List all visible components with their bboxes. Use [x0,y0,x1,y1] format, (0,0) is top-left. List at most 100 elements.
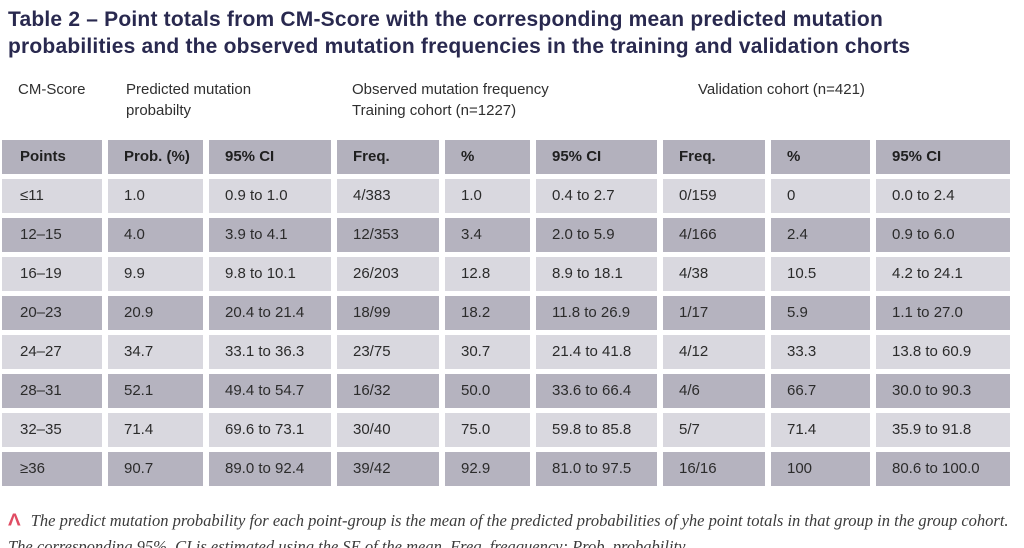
table-cell: 9.8 to 10.1 [209,256,331,291]
table-cell: 71.4 [108,412,203,447]
table-cell: 49.4 to 54.7 [209,373,331,408]
column-header-5: 95% CI [536,139,657,174]
column-header-4: % [445,139,530,174]
column-header-8: 95% CI [876,139,1010,174]
table-cell: 23/75 [337,334,439,369]
table-cell: 20.9 [108,295,203,330]
table-cell: 3.9 to 4.1 [209,217,331,252]
table-title: Table 2 – Point totals from CM-Score wit… [8,8,911,59]
column-header-2: 95% CI [209,139,331,174]
table-cell: 59.8 to 85.8 [536,412,657,447]
table-cell: 18/99 [337,295,439,330]
table-cell: 1/17 [663,295,765,330]
table-cell: 4.2 to 24.1 [876,256,1010,291]
table-row: ≥36 90.7 89.0 to 92.4 39/42 92.9 81.0 to 97.5… [2,451,1010,486]
table-cell: 1.1 to 27.0 [876,295,1010,330]
table-footnote: Λ The predict mutation probability for ea… [8,507,1016,548]
table-row: 24–27 34.7 33.1 to 36.3 23/75 30.7 21.4 to 41… [2,334,1010,369]
table-cell: 0 [771,178,870,213]
table-row: 20–23 20.9 20.4 to 21.4 18/99 18.2 11.8 to 26… [2,295,1010,330]
table-cell: 12–15 [2,217,102,252]
table-row: 16–19 9.9 9.8 to 10.1 26/203 12.8 8.9 to 18.1… [2,256,1010,291]
table-cell: 33.1 to 36.3 [209,334,331,369]
table-cell: 5.9 [771,295,870,330]
table-cell: 81.0 to 97.5 [536,451,657,486]
table-cell: 26/203 [337,256,439,291]
table-cell: 66.7 [771,373,870,408]
table-cell: 4/38 [663,256,765,291]
table-cell: 13.8 to 60.9 [876,334,1010,369]
table-cell: 4/12 [663,334,765,369]
table-cell: 5/7 [663,412,765,447]
column-header-6: Freq. [663,139,765,174]
table-cell: 39/42 [337,451,439,486]
group-header-validation-cohort: Validation cohort (n=421) [698,80,865,98]
table-cell: 69.6 to 73.1 [209,412,331,447]
table-cell: 80.6 to 100.0 [876,451,1010,486]
table-cell: 71.4 [771,412,870,447]
table-cell: 12.8 [445,256,530,291]
table-cell: 30/40 [337,412,439,447]
table-cell: 21.4 to 41.8 [536,334,657,369]
table-cell: 52.1 [108,373,203,408]
table-cell: 12/353 [337,217,439,252]
table-cell: 20–23 [2,295,102,330]
group-header-predicted-probability: Predicted mutation probabilty [126,80,252,119]
table-cell: 30.7 [445,334,530,369]
table-cell: 0.9 to 1.0 [209,178,331,213]
table-cell: ≤11 [2,178,102,213]
table-cell: 16–19 [2,256,102,291]
table-cell: 16/32 [337,373,439,408]
table-cell: 16/16 [663,451,765,486]
table-row: 28–31 52.1 49.4 to 54.7 16/32 50.0 33.6 to 66… [2,373,1010,408]
table-cell: 33.6 to 66.4 [536,373,657,408]
table-cell: 4/6 [663,373,765,408]
table-cell: 28–31 [2,373,102,408]
table-cell: 33.3 [771,334,870,369]
column-group-headers: CM-Score Predicted mutation probabilty O… [0,71,1024,135]
column-header-0: Points [2,139,102,174]
table-cell: 32–35 [2,412,102,447]
table-cell: 75.0 [445,412,530,447]
table-cell: 11.8 to 26.9 [536,295,657,330]
table-cell: 10.5 [771,256,870,291]
footnote-caret-icon: Λ [8,510,21,530]
table-cell: 1.0 [445,178,530,213]
table-cell: 89.0 to 92.4 [209,451,331,486]
table-header-row: Points Prob. (%) 95% CI Freq.% 95% CI Freq.% 9… [2,139,1010,174]
table-cell: ≥36 [2,451,102,486]
column-header-7: % [771,139,870,174]
table-cell: 100 [771,451,870,486]
table-cell: 24–27 [2,334,102,369]
column-header-3: Freq. [337,139,439,174]
table-row: 12–15 4.0 3.9 to 4.1 12/353 3.4 2.0 to 5.9 4/1… [2,217,1010,252]
table-cell: 50.0 [445,373,530,408]
table-cell: 18.2 [445,295,530,330]
table-cell: 8.9 to 18.1 [536,256,657,291]
table-cell: 2.4 [771,217,870,252]
group-header-training-cohort: Observed mutation frequency Training coh… [352,80,549,119]
table-cell: 90.7 [108,451,203,486]
table-cell: 3.4 [445,217,530,252]
table-cell: 35.9 to 91.8 [876,412,1010,447]
footnote-text: The predict mutation probability for eac… [8,510,1009,548]
group-header-cm-score: CM-Score [18,80,86,98]
table-row: 32–35 71.4 69.6 to 73.1 30/40 75.0 59.8 to 85… [2,412,1010,447]
table-cell: 0.4 to 2.7 [536,178,657,213]
table-cell: 20.4 to 21.4 [209,295,331,330]
table-cell: 9.9 [108,256,203,291]
table-cell: 30.0 to 90.3 [876,373,1010,408]
cm-score-table: Points Prob. (%) 95% CI Freq.% 95% CI Freq.% 9… [0,135,1016,491]
column-header-1: Prob. (%) [108,139,203,174]
table-cell: 1.0 [108,178,203,213]
table-cell: 92.9 [445,451,530,486]
table-cell: 0/159 [663,178,765,213]
table-row: ≤11 1.0 0.9 to 1.0 4/383 1.0 0.4 to 2.7 0/159 0… [2,178,1010,213]
table-cell: 34.7 [108,334,203,369]
table-cell: 0.9 to 6.0 [876,217,1010,252]
table-cell: 0.0 to 2.4 [876,178,1010,213]
table-cell: 2.0 to 5.9 [536,217,657,252]
table-cell: 4.0 [108,217,203,252]
table-cell: 4/166 [663,217,765,252]
